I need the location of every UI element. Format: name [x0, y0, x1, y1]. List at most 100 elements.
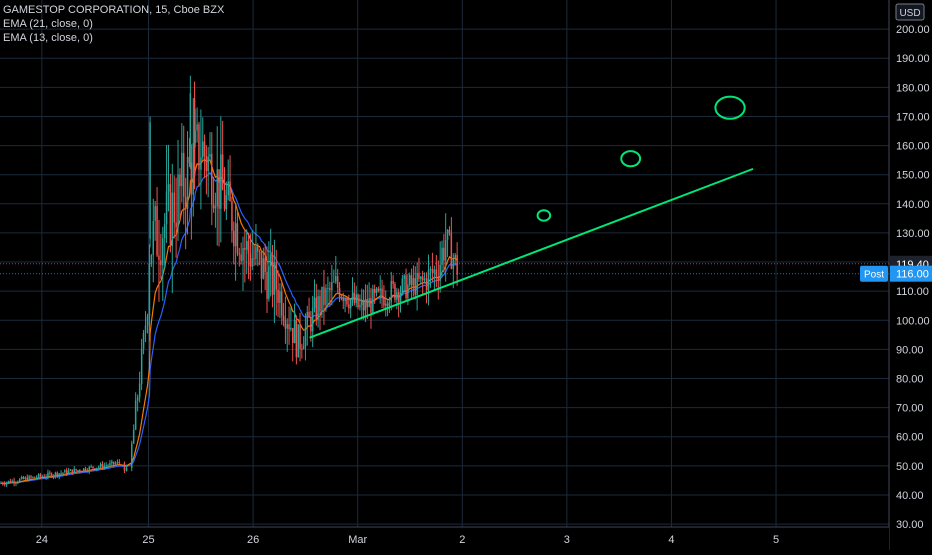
- candle[interactable]: [173, 175, 176, 239]
- candle[interactable]: [231, 196, 233, 243]
- candle[interactable]: [420, 276, 422, 285]
- candle[interactable]: [260, 252, 263, 294]
- candle[interactable]: [114, 461, 117, 466]
- candle[interactable]: [446, 229, 449, 258]
- candle[interactable]: [394, 281, 396, 303]
- candle[interactable]: [319, 289, 321, 331]
- candle[interactable]: [11, 479, 14, 484]
- candle[interactable]: [246, 229, 248, 274]
- candle[interactable]: [37, 473, 40, 479]
- candle[interactable]: [233, 221, 235, 265]
- candle[interactable]: [308, 297, 310, 318]
- candle[interactable]: [297, 324, 300, 358]
- candle[interactable]: [379, 275, 382, 304]
- candle[interactable]: [158, 219, 160, 302]
- candle[interactable]: [0, 481, 2, 485]
- candle[interactable]: [125, 464, 128, 472]
- candle[interactable]: [392, 275, 394, 289]
- candle[interactable]: [160, 233, 162, 279]
- candle[interactable]: [220, 116, 222, 243]
- candle[interactable]: [184, 177, 187, 250]
- candle[interactable]: [136, 394, 139, 412]
- candle[interactable]: [186, 131, 189, 235]
- candle[interactable]: [142, 329, 145, 355]
- candle[interactable]: [75, 468, 77, 472]
- candle[interactable]: [198, 121, 200, 187]
- candle[interactable]: [62, 472, 64, 476]
- candle[interactable]: [450, 217, 453, 270]
- candle[interactable]: [441, 240, 443, 278]
- candle[interactable]: [399, 285, 402, 313]
- candle[interactable]: [454, 252, 457, 266]
- candle[interactable]: [32, 476, 34, 479]
- candle[interactable]: [26, 474, 29, 482]
- candle[interactable]: [216, 126, 219, 246]
- candle[interactable]: [171, 163, 174, 294]
- candle[interactable]: [368, 282, 370, 308]
- candle[interactable]: [325, 284, 327, 312]
- candle[interactable]: [273, 239, 276, 324]
- candle[interactable]: [346, 297, 348, 308]
- candle[interactable]: [24, 476, 27, 481]
- candle[interactable]: [375, 287, 378, 297]
- candle[interactable]: [385, 290, 387, 317]
- drawn-circle[interactable]: [714, 95, 746, 120]
- candle[interactable]: [311, 295, 314, 348]
- candle[interactable]: [84, 466, 87, 473]
- candle[interactable]: [52, 474, 55, 480]
- candle[interactable]: [202, 117, 204, 160]
- candle[interactable]: [123, 461, 126, 474]
- candle[interactable]: [268, 241, 270, 302]
- drawn-circle[interactable]: [620, 150, 642, 168]
- candle[interactable]: [20, 475, 23, 480]
- candle[interactable]: [144, 311, 147, 343]
- candle[interactable]: [165, 144, 168, 243]
- candle[interactable]: [58, 473, 60, 480]
- candle[interactable]: [132, 424, 135, 444]
- candle[interactable]: [140, 338, 143, 391]
- candle[interactable]: [225, 181, 228, 221]
- candle[interactable]: [301, 343, 303, 359]
- candle[interactable]: [47, 469, 49, 480]
- candle[interactable]: [418, 257, 420, 282]
- candle[interactable]: [200, 109, 202, 210]
- candle[interactable]: [181, 123, 183, 203]
- candle[interactable]: [169, 173, 172, 253]
- candle[interactable]: [43, 473, 45, 478]
- candle[interactable]: [15, 480, 17, 487]
- candle[interactable]: [54, 471, 57, 479]
- candle[interactable]: [192, 97, 195, 217]
- candle[interactable]: [412, 265, 415, 297]
- candle[interactable]: [223, 167, 226, 212]
- candle[interactable]: [315, 283, 318, 326]
- candle[interactable]: [299, 312, 301, 362]
- candle[interactable]: [218, 169, 220, 247]
- legend-ema-13[interactable]: EMA (13, close, 0): [3, 32, 93, 44]
- candle[interactable]: [56, 471, 59, 478]
- candle[interactable]: [443, 233, 445, 273]
- candle[interactable]: [435, 255, 438, 288]
- candle[interactable]: [240, 242, 242, 265]
- candle[interactable]: [146, 313, 149, 334]
- candle[interactable]: [396, 287, 398, 310]
- candle[interactable]: [423, 272, 426, 284]
- candle[interactable]: [88, 465, 91, 474]
- candle[interactable]: [82, 468, 85, 473]
- candle[interactable]: [41, 474, 44, 478]
- candle[interactable]: [362, 289, 365, 320]
- candle[interactable]: [275, 249, 278, 316]
- trendline[interactable]: [309, 167, 754, 339]
- candle[interactable]: [28, 474, 30, 482]
- candle[interactable]: [211, 132, 213, 226]
- post-tag-label[interactable]: Post: [864, 270, 884, 281]
- y-axis[interactable]: 30.00 40.00 50.00 60.00 70.00 80.00 90.00 100.0…: [860, 0, 932, 550]
- candle[interactable]: [221, 120, 224, 191]
- candle[interactable]: [317, 289, 319, 328]
- candle[interactable]: [427, 254, 430, 306]
- candle[interactable]: [253, 244, 255, 267]
- candle[interactable]: [73, 466, 76, 474]
- candle[interactable]: [96, 467, 98, 472]
- candle[interactable]: [373, 284, 376, 304]
- candle[interactable]: [433, 265, 436, 291]
- candle[interactable]: [282, 302, 285, 327]
